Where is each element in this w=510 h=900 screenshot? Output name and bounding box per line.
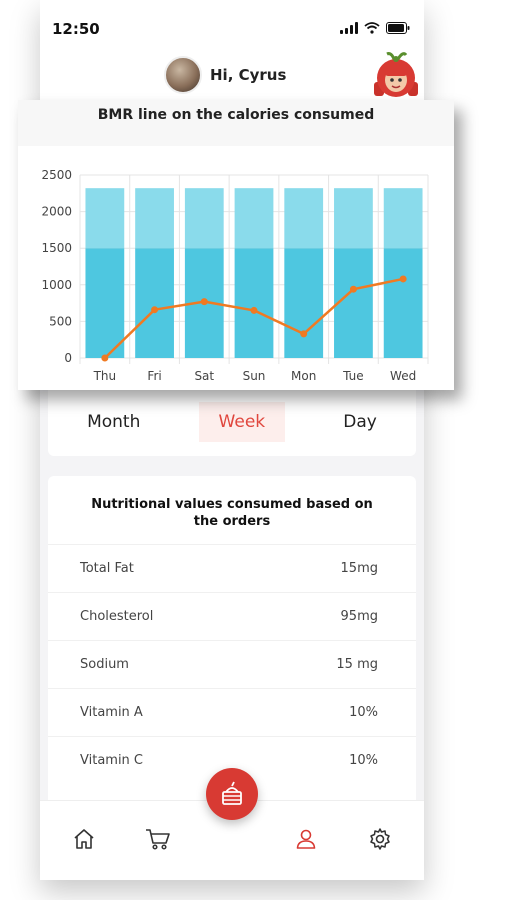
x-tick-label: Sat	[194, 369, 214, 383]
bmr-point	[250, 306, 258, 314]
nutrition-row: Vitamin C 10%	[48, 736, 416, 784]
x-tick-label: Thu	[93, 369, 117, 383]
profile-icon[interactable]	[292, 825, 320, 853]
signal-icon	[340, 22, 358, 34]
wifi-icon	[364, 22, 380, 34]
bmr-point	[399, 275, 407, 283]
nutrition-card: Nutritional values consumed based on the…	[48, 476, 416, 806]
greeting-text: Hi, Cyrus	[210, 66, 287, 84]
bar	[234, 248, 274, 358]
nutrition-row: Vitamin A 10%	[48, 688, 416, 736]
chart-title: BMR line on the calories consumed	[18, 100, 454, 146]
bar	[284, 188, 324, 249]
nutrient-label: Cholesterol	[80, 609, 154, 624]
bar	[135, 248, 174, 358]
nutrition-row: Cholesterol 95mg	[48, 592, 416, 640]
bmr-point	[101, 354, 109, 362]
bmr-chart: 0 500 1000 1500 2000 2500 Thu Fri Sat Sun Mon Tue We…	[41, 168, 429, 383]
nutrient-value: 15 mg	[336, 657, 378, 672]
y-tick-label: 1000	[41, 278, 72, 292]
bmr-chart-card: BMR line on the calories consumed 0 500 10…	[18, 100, 454, 390]
food-menu-button[interactable]	[206, 768, 258, 820]
x-tick-label: Mon	[291, 369, 316, 383]
nutrition-row: Sodium 15 mg	[48, 640, 416, 688]
tab-day[interactable]: Day	[343, 412, 377, 432]
tomato-mascot-icon	[370, 48, 422, 104]
bar	[284, 248, 324, 358]
home-icon[interactable]	[70, 825, 98, 853]
status-icons	[340, 22, 410, 34]
bar	[234, 188, 274, 249]
nutrient-label: Total Fat	[80, 561, 134, 576]
bar	[135, 188, 174, 249]
status-time: 12:50	[52, 20, 100, 38]
bar	[184, 188, 224, 249]
nutrient-label: Sodium	[80, 657, 129, 672]
y-tick-label: 1500	[41, 241, 72, 255]
nutrient-label: Vitamin C	[80, 753, 144, 768]
bar	[85, 248, 125, 358]
bmr-point	[151, 306, 159, 314]
bmr-point	[349, 285, 357, 293]
settings-icon[interactable]	[366, 825, 394, 853]
nutrient-value: 10%	[349, 705, 378, 720]
x-tick-label: Wed	[390, 369, 416, 383]
cart-icon[interactable]	[144, 825, 172, 853]
food-box-icon	[222, 781, 242, 805]
nutrition-row: Total Fat 15mg	[48, 544, 416, 592]
avatar[interactable]	[164, 56, 202, 94]
top-area	[40, 0, 424, 110]
bar	[383, 248, 423, 358]
nutrient-value: 10%	[349, 753, 378, 768]
nutrient-label: Vitamin A	[80, 705, 143, 720]
x-tick-label: Sun	[243, 369, 266, 383]
bmr-point	[200, 298, 208, 306]
y-tick-label: 2500	[41, 168, 72, 182]
bar	[334, 188, 373, 249]
x-tick-label: Fri	[147, 369, 161, 383]
bmr-point	[300, 330, 308, 338]
tab-month[interactable]: Month	[87, 412, 141, 432]
nutrition-title: Nutritional values consumed based on the…	[91, 497, 373, 529]
battery-icon	[386, 22, 410, 34]
bar	[85, 188, 125, 249]
greeting: Hi, Cyrus	[164, 56, 286, 94]
bar	[334, 248, 373, 358]
nutrient-value: 95mg	[340, 609, 378, 624]
x-tick-label: Tue	[342, 369, 364, 383]
period-tabs: Month Week Day	[48, 380, 416, 456]
nutrient-value: 15mg	[340, 561, 378, 576]
y-tick-label: 0	[64, 351, 72, 365]
y-tick-label: 500	[49, 314, 72, 328]
bar	[383, 188, 423, 249]
tab-week[interactable]: Week	[198, 402, 286, 442]
y-tick-label: 2000	[41, 205, 72, 219]
